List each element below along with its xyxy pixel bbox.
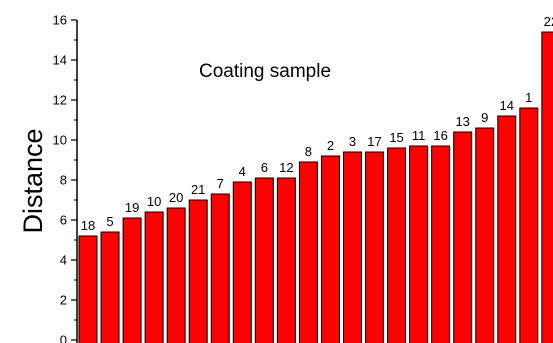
y-tick-label: 4	[60, 253, 67, 268]
bar	[342, 151, 362, 343]
y-tick-label: 14	[53, 53, 67, 68]
bar-label: 18	[81, 218, 95, 233]
bar-label: 6	[261, 160, 268, 175]
bar	[232, 181, 252, 343]
y-tick-label: 0	[60, 333, 67, 343]
bar	[298, 161, 318, 343]
bar-label: 22	[544, 14, 553, 29]
y-tick-label: 8	[60, 173, 67, 188]
bar	[409, 145, 429, 343]
bar-label: 7	[217, 176, 224, 191]
bar	[475, 127, 495, 343]
bar	[431, 145, 451, 343]
bar-label: 3	[349, 134, 356, 149]
bar	[122, 217, 142, 343]
bar-label-group: 18 5 19 10 20 21 746 12 823 17 15 11 16 13 9 14 1 22	[81, 14, 553, 233]
bar-label: 12	[279, 160, 293, 175]
y-tick-label: 2	[60, 293, 67, 308]
bar-label: 13	[455, 114, 469, 129]
bar	[365, 151, 385, 343]
bar-label: 5	[106, 214, 113, 229]
y-tick-label: 12	[53, 93, 67, 108]
bar-label: 19	[125, 200, 139, 215]
bar-label: 8	[305, 144, 312, 159]
bar-label: 10	[147, 194, 161, 209]
y-tick-label: 6	[60, 213, 67, 228]
bar	[453, 131, 473, 343]
y-tick-label: 10	[53, 133, 67, 148]
bar-label: 2	[327, 138, 334, 153]
y-tick-label: 16	[53, 13, 67, 28]
bar	[254, 177, 274, 343]
bar-label: 20	[169, 190, 183, 205]
y-axis-label: Distance	[18, 128, 48, 233]
bar	[320, 155, 340, 343]
bar	[210, 193, 230, 343]
bar	[519, 107, 539, 343]
bar-series	[78, 31, 553, 343]
bar-label: 14	[500, 98, 514, 113]
bar-label: 11	[412, 128, 426, 143]
bar	[497, 115, 517, 343]
bar-label: 9	[481, 110, 488, 125]
bar	[276, 177, 296, 343]
bar	[100, 231, 120, 343]
bar	[387, 147, 407, 343]
bar	[188, 199, 208, 343]
bar	[166, 207, 186, 343]
bar	[144, 211, 164, 343]
y-axis: 0 2 4 6 8 10 12 14 16	[53, 13, 78, 343]
bar-label: 21	[191, 182, 205, 197]
chart-annotation: Coating sample	[199, 61, 331, 82]
bar-label: 17	[367, 134, 381, 149]
bar	[78, 235, 98, 343]
bar-label: 16	[433, 128, 447, 143]
bar-label: 4	[239, 164, 246, 179]
bar-label: 1	[525, 90, 532, 105]
bar-label: 15	[389, 130, 403, 145]
bar	[541, 31, 553, 343]
